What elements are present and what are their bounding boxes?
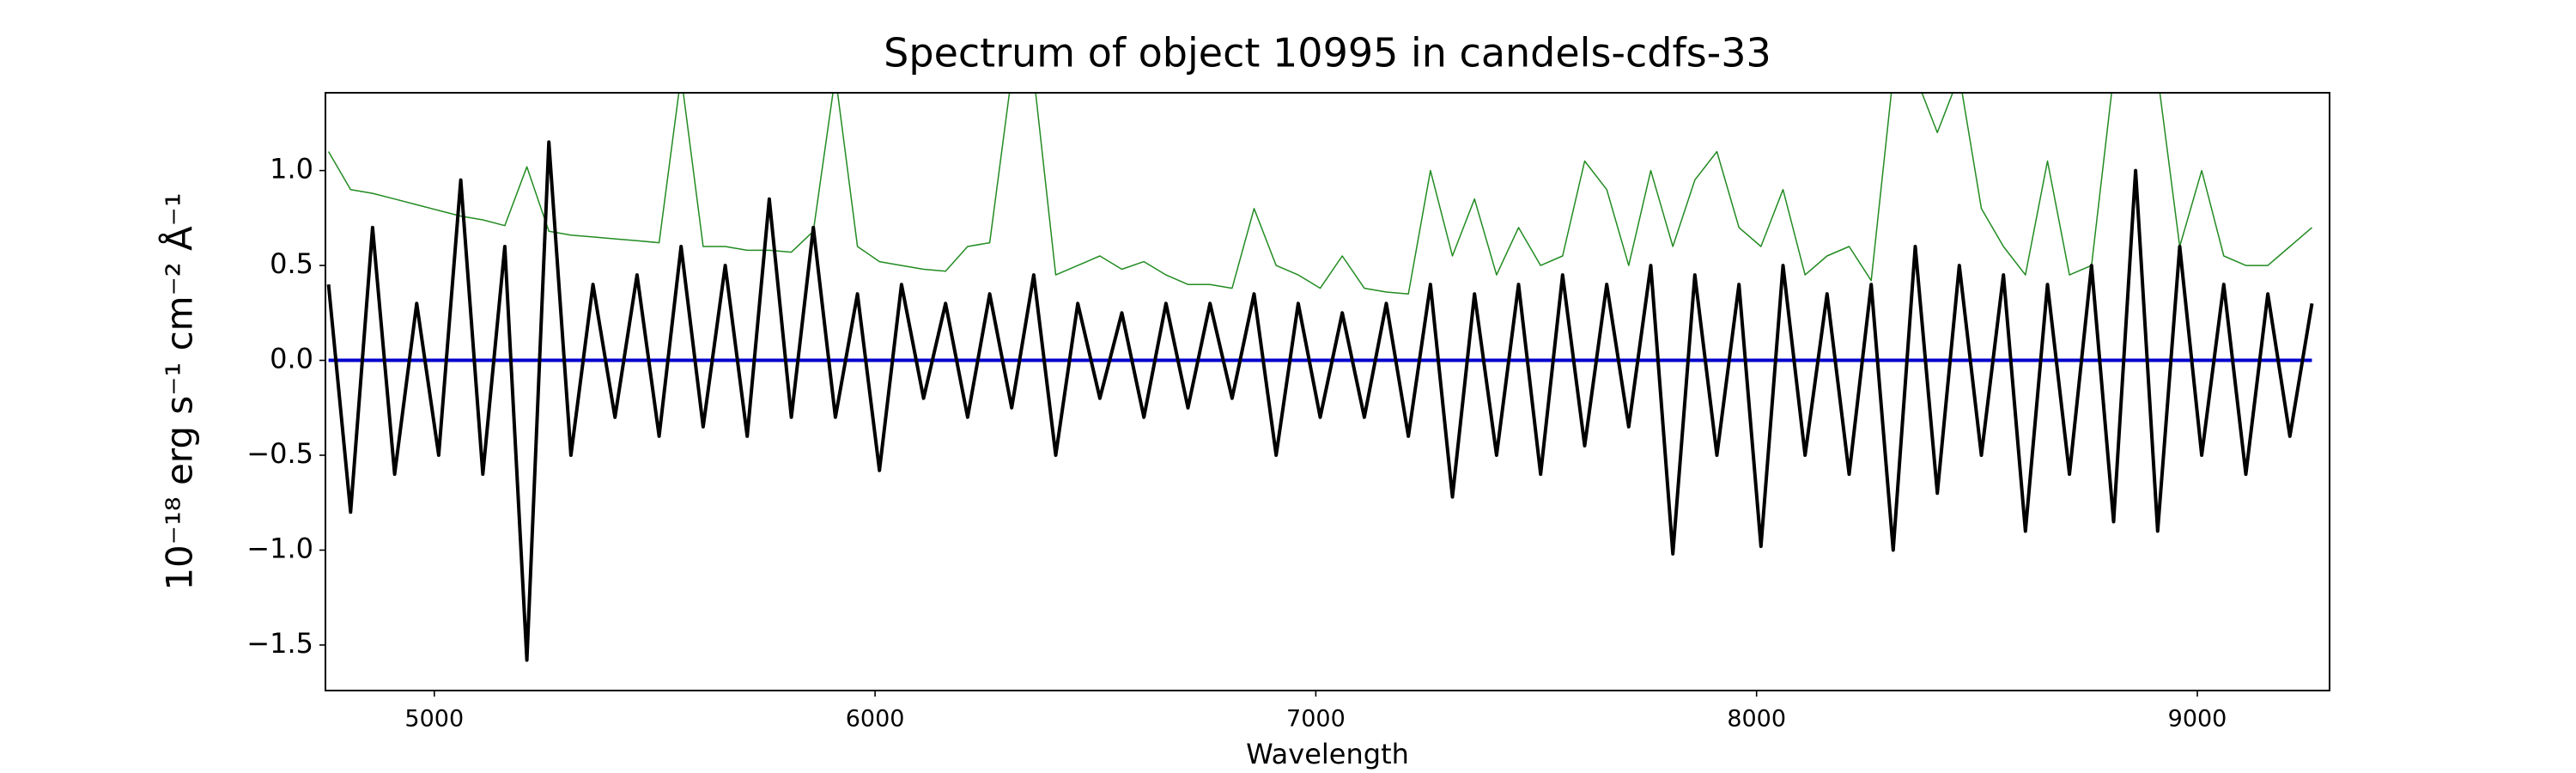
y-tick-label: −1.0 xyxy=(246,532,313,564)
y-tick-label: −0.5 xyxy=(246,437,313,470)
x-tick-label: 8000 xyxy=(1727,706,1786,733)
y-tick-label: −1.5 xyxy=(246,627,313,660)
spectrum-line xyxy=(326,140,2314,662)
x-axis-label: Wavelength xyxy=(1246,738,1409,770)
y-tick-label: 0.5 xyxy=(270,247,313,280)
y-axis-label: 10⁻¹⁸ erg s⁻¹ cm⁻² Å⁻¹ xyxy=(158,192,201,590)
x-tick-label: 9000 xyxy=(2168,706,2227,733)
x-tick-label: 7000 xyxy=(1286,706,1346,733)
y-tick-label: 0.0 xyxy=(270,343,313,375)
x-tick-label: 5000 xyxy=(404,706,464,733)
spectrum-line xyxy=(327,93,2312,295)
chart-title: Spectrum of object 10995 in candels-cdfs… xyxy=(884,30,1771,76)
x-tick-label: 6000 xyxy=(846,706,905,733)
plot-frame xyxy=(325,92,2330,691)
y-tick-label: 1.0 xyxy=(270,153,313,186)
plot-lines xyxy=(326,93,2314,662)
